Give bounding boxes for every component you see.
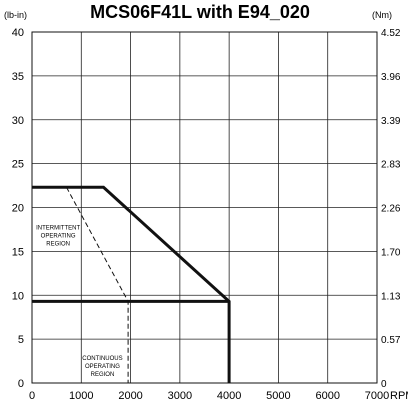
y-tick-label: 35 — [12, 71, 24, 83]
region-label: INTERMITTENT OPERATING REGION — [36, 225, 80, 247]
x-tick-label: 7000 — [365, 390, 389, 402]
right-tick-label: 3.96 — [381, 72, 401, 83]
x-tick-label: 1000 — [69, 390, 93, 402]
dashed-boundary-line — [66, 187, 129, 383]
right-tick-label: 0.57 — [381, 335, 401, 346]
plot-frame — [31, 31, 378, 384]
right-tick-labels: 0 0.57 1.13 1.70 2.26 2.83 3.39 3.96 4.52 — [381, 28, 401, 390]
x-tick-label: 3000 — [168, 390, 192, 402]
y-tick-label: 40 — [12, 27, 24, 39]
torque-curve-line — [32, 185, 231, 383]
x-axis-unit: RPM — [390, 390, 408, 402]
y-tick-label: 20 — [12, 203, 24, 215]
right-tick-label: 3.39 — [381, 116, 401, 127]
x-tick-label: 2000 — [118, 390, 142, 402]
right-tick-label: 4.52 — [381, 28, 401, 39]
x-tick-label: 6000 — [315, 390, 339, 402]
x-tick-label: 5000 — [266, 390, 290, 402]
chart-title: MCS06F41L with E94_020 — [90, 2, 310, 22]
y-tick-label: 5 — [18, 334, 24, 346]
right-tick-label: 2.83 — [381, 160, 401, 171]
right-tick-label: 1.13 — [381, 291, 401, 302]
x-tick-label: 0 — [29, 390, 35, 402]
annotations: INTERMITTENT OPERATING REGION CONTINUOUS OPE… — [36, 225, 123, 378]
right-axis-unit: (Nm) — [372, 10, 392, 20]
right-tick-label: 0 — [381, 379, 387, 390]
y-tick-label: 15 — [12, 246, 24, 258]
series-group — [32, 185, 231, 383]
y-tick-labels: 0 5 10 15 20 25 30 35 40 — [12, 27, 24, 390]
right-tick-label: 2.26 — [381, 204, 401, 215]
grid — [32, 32, 377, 383]
x-tick-labels: 0 1000 2000 3000 4000 5000 6000 7000 — [29, 390, 389, 402]
x-tick-label: 4000 — [217, 390, 241, 402]
region-label: CONTINUOUS OPERATING REGION — [82, 356, 122, 378]
y-tick-label: 30 — [12, 115, 24, 127]
y-tick-label: 25 — [12, 159, 24, 171]
left-axis-unit: (lb-in) — [4, 10, 27, 20]
right-tick-label: 1.70 — [381, 247, 401, 258]
y-tick-label: 0 — [18, 378, 24, 390]
y-tick-label: 10 — [12, 290, 24, 302]
